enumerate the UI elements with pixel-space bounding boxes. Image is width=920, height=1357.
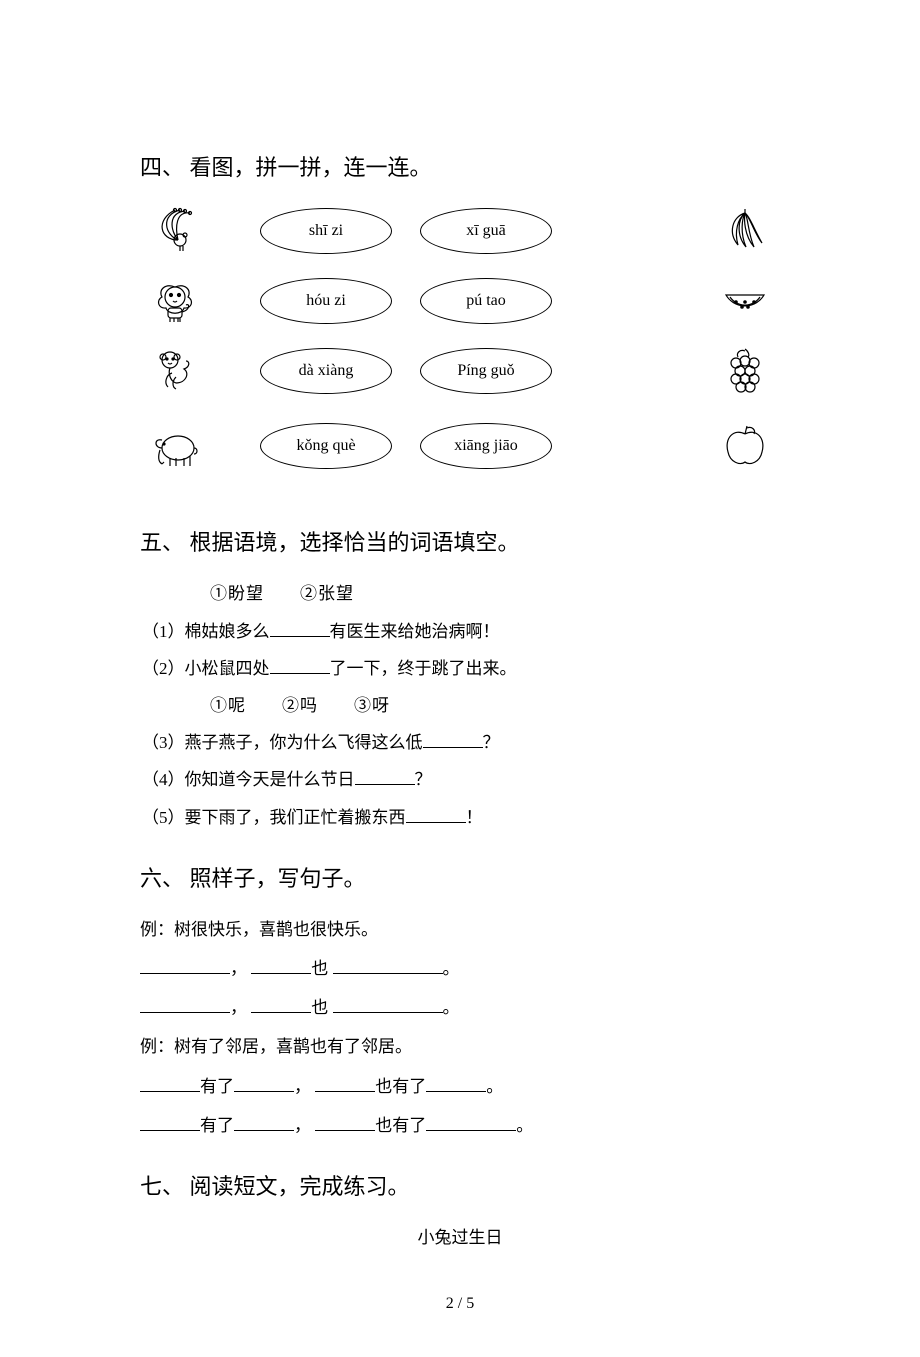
matching-block: shī zi hóu zi dà xiàng kǒng què xī guā p… xyxy=(140,205,780,495)
also: 也 xyxy=(311,959,328,978)
q4-stem: （4）你知道今天是什么节日 xyxy=(142,770,355,789)
example-1: 例：树很快乐，喜鹊也很快乐。 xyxy=(140,916,780,943)
q2-stem: （2）小松鼠四处 xyxy=(142,659,270,678)
comma: ， xyxy=(230,998,247,1017)
q2-tail: 了一下，终于跳了出来。 xyxy=(330,659,517,678)
word-bank-1: ①盼望 ②张望 xyxy=(140,580,780,607)
q3-tail: ？ xyxy=(483,733,500,752)
pinyin-oval: shī zi xyxy=(260,208,392,254)
blank[interactable] xyxy=(140,1074,200,1092)
page-number: 2 / 5 xyxy=(140,1291,780,1317)
section4-heading: 四、 看图，拼一拼，连一连。 xyxy=(140,150,780,185)
pinyin-oval: kǒng què xyxy=(260,423,392,469)
section7-heading: 七、 阅读短文，完成练习。 xyxy=(140,1169,780,1204)
sentence-template: ， 也 。 xyxy=(140,955,780,982)
question-3: （3）燕子燕子，你为什么飞得这么低 ？ xyxy=(140,729,780,756)
banana-icon xyxy=(720,205,770,255)
example-2: 例：树有了邻居，喜鹊也有了邻居。 xyxy=(140,1033,780,1060)
had: 有了 xyxy=(200,1077,234,1096)
blank[interactable] xyxy=(140,995,230,1013)
pinyin-oval: dà xiàng xyxy=(260,348,392,394)
peacock-icon xyxy=(150,205,200,255)
question-5: （5）要下雨了，我们正忙着搬东西 ！ xyxy=(140,804,780,831)
blank[interactable] xyxy=(426,1074,486,1092)
q4-tail: ？ xyxy=(415,770,432,789)
blank[interactable] xyxy=(406,805,466,823)
section6-heading: 六、 照样子，写句子。 xyxy=(140,861,780,896)
blank[interactable] xyxy=(426,1113,516,1131)
period: 。 xyxy=(443,959,460,978)
blank[interactable] xyxy=(270,619,330,637)
blank[interactable] xyxy=(251,995,311,1013)
pinyin-oval: xiāng jiāo xyxy=(420,423,552,469)
q1-tail: 有医生来给她治病啊！ xyxy=(330,622,500,641)
sentence-template: 有了 ， 也有了 。 xyxy=(140,1073,780,1100)
grapes-icon xyxy=(720,345,770,395)
blank[interactable] xyxy=(234,1113,294,1131)
blank[interactable] xyxy=(315,1113,375,1131)
alsohad: 也有了 xyxy=(375,1116,426,1135)
section5-heading: 五、 根据语境，选择恰当的词语填空。 xyxy=(140,525,780,560)
q3-stem: （3）燕子燕子，你为什么飞得这么低 xyxy=(142,733,423,752)
q5-stem: （5）要下雨了，我们正忙着搬东西 xyxy=(142,808,406,827)
period: 。 xyxy=(486,1077,503,1096)
worksheet-page: 四、 看图，拼一拼，连一连。 xyxy=(0,0,920,1357)
question-1: （1）棉姑娘多么 有医生来给她治病啊！ xyxy=(140,618,780,645)
pinyin-oval: pú tao xyxy=(420,278,552,324)
pinyin-oval: xī guā xyxy=(420,208,552,254)
sentence-template: ， 也 。 xyxy=(140,994,780,1021)
blank[interactable] xyxy=(333,956,443,974)
had: 有了 xyxy=(200,1116,234,1135)
elephant-icon xyxy=(150,420,200,470)
pinyin-oval: hóu zi xyxy=(260,278,392,324)
story-title: 小兔过生日 xyxy=(140,1224,780,1251)
blank[interactable] xyxy=(140,956,230,974)
blank[interactable] xyxy=(234,1074,294,1092)
question-2: （2）小松鼠四处 了一下，终于跳了出来。 xyxy=(140,655,780,682)
blank[interactable] xyxy=(140,1113,200,1131)
word-bank-2: ①呢 ②吗 ③呀 xyxy=(140,692,780,719)
pinyin-oval: Píng guǒ xyxy=(420,348,552,394)
comma: ， xyxy=(294,1116,311,1135)
blank[interactable] xyxy=(270,656,330,674)
q1-stem: （1）棉姑娘多么 xyxy=(142,622,270,641)
question-4: （4）你知道今天是什么节日 ？ xyxy=(140,766,780,793)
lion-icon xyxy=(150,275,200,325)
comma: ， xyxy=(294,1077,311,1096)
monkey-icon xyxy=(150,345,200,395)
period: 。 xyxy=(443,998,460,1017)
period: 。 xyxy=(516,1116,533,1135)
sentence-template: 有了 ， 也有了 。 xyxy=(140,1112,780,1139)
also: 也 xyxy=(311,998,328,1017)
watermelon-icon xyxy=(720,275,770,325)
apple-icon xyxy=(720,420,770,470)
blank[interactable] xyxy=(333,995,443,1013)
alsohad: 也有了 xyxy=(375,1077,426,1096)
blank[interactable] xyxy=(251,956,311,974)
blank[interactable] xyxy=(355,767,415,785)
blank[interactable] xyxy=(315,1074,375,1092)
q5-tail: ！ xyxy=(466,808,483,827)
comma: ， xyxy=(230,959,247,978)
blank[interactable] xyxy=(423,730,483,748)
